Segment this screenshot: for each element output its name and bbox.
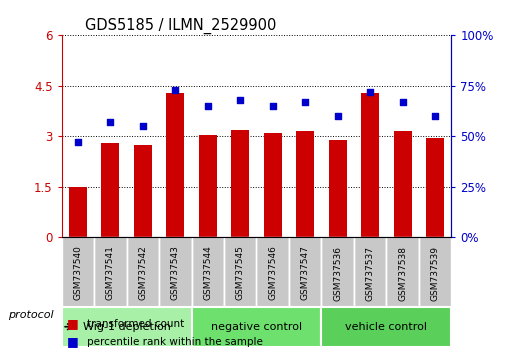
Text: transformed count: transformed count — [87, 319, 185, 329]
Text: GSM737545: GSM737545 — [236, 246, 245, 301]
Text: GSM737547: GSM737547 — [301, 246, 310, 301]
Bar — [62, 237, 94, 307]
Bar — [231, 130, 249, 237]
Text: GSM737542: GSM737542 — [139, 246, 147, 300]
Bar — [426, 138, 444, 237]
Bar — [322, 307, 451, 347]
Point — [139, 124, 147, 129]
Text: GSM737541: GSM737541 — [106, 246, 115, 301]
Bar — [224, 237, 256, 307]
Bar — [199, 135, 216, 237]
Text: negative control: negative control — [211, 322, 302, 332]
Text: ■: ■ — [67, 318, 78, 330]
Bar — [102, 143, 119, 237]
Point — [399, 99, 407, 105]
Bar — [297, 131, 314, 237]
Bar — [289, 237, 322, 307]
Point — [269, 103, 277, 109]
Bar — [361, 93, 379, 237]
Text: protocol: protocol — [8, 310, 53, 320]
Point — [333, 113, 342, 119]
Bar — [191, 237, 224, 307]
Text: GSM737544: GSM737544 — [203, 246, 212, 300]
Text: GSM737540: GSM737540 — [73, 246, 82, 301]
Text: GSM737537: GSM737537 — [366, 246, 374, 301]
Bar — [329, 140, 347, 237]
Bar — [166, 93, 184, 237]
Bar — [256, 237, 289, 307]
Bar — [134, 145, 152, 237]
Point — [301, 99, 309, 105]
Text: percentile rank within the sample: percentile rank within the sample — [87, 337, 263, 347]
Point — [204, 103, 212, 109]
Point — [431, 113, 439, 119]
Bar — [386, 237, 419, 307]
Text: GSM737543: GSM737543 — [171, 246, 180, 301]
Bar — [191, 307, 322, 347]
Text: GDS5185 / ILMN_2529900: GDS5185 / ILMN_2529900 — [85, 18, 277, 34]
Bar — [394, 131, 411, 237]
Text: GSM737539: GSM737539 — [431, 246, 440, 301]
Bar — [94, 237, 127, 307]
Bar — [127, 237, 159, 307]
Bar — [419, 237, 451, 307]
Bar — [62, 307, 191, 347]
Point — [74, 139, 82, 145]
Bar — [264, 133, 282, 237]
Text: GSM737538: GSM737538 — [398, 246, 407, 301]
Point — [236, 97, 244, 103]
Text: GSM737546: GSM737546 — [268, 246, 277, 301]
Text: Wig-1 depletion: Wig-1 depletion — [83, 322, 170, 332]
Bar — [354, 237, 386, 307]
Text: ■: ■ — [67, 335, 78, 348]
Text: vehicle control: vehicle control — [345, 322, 427, 332]
Bar — [322, 237, 354, 307]
Text: GSM737536: GSM737536 — [333, 246, 342, 301]
Bar — [159, 237, 191, 307]
Bar — [69, 187, 87, 237]
Point — [366, 89, 374, 95]
Point — [106, 119, 114, 125]
Point — [171, 87, 180, 93]
